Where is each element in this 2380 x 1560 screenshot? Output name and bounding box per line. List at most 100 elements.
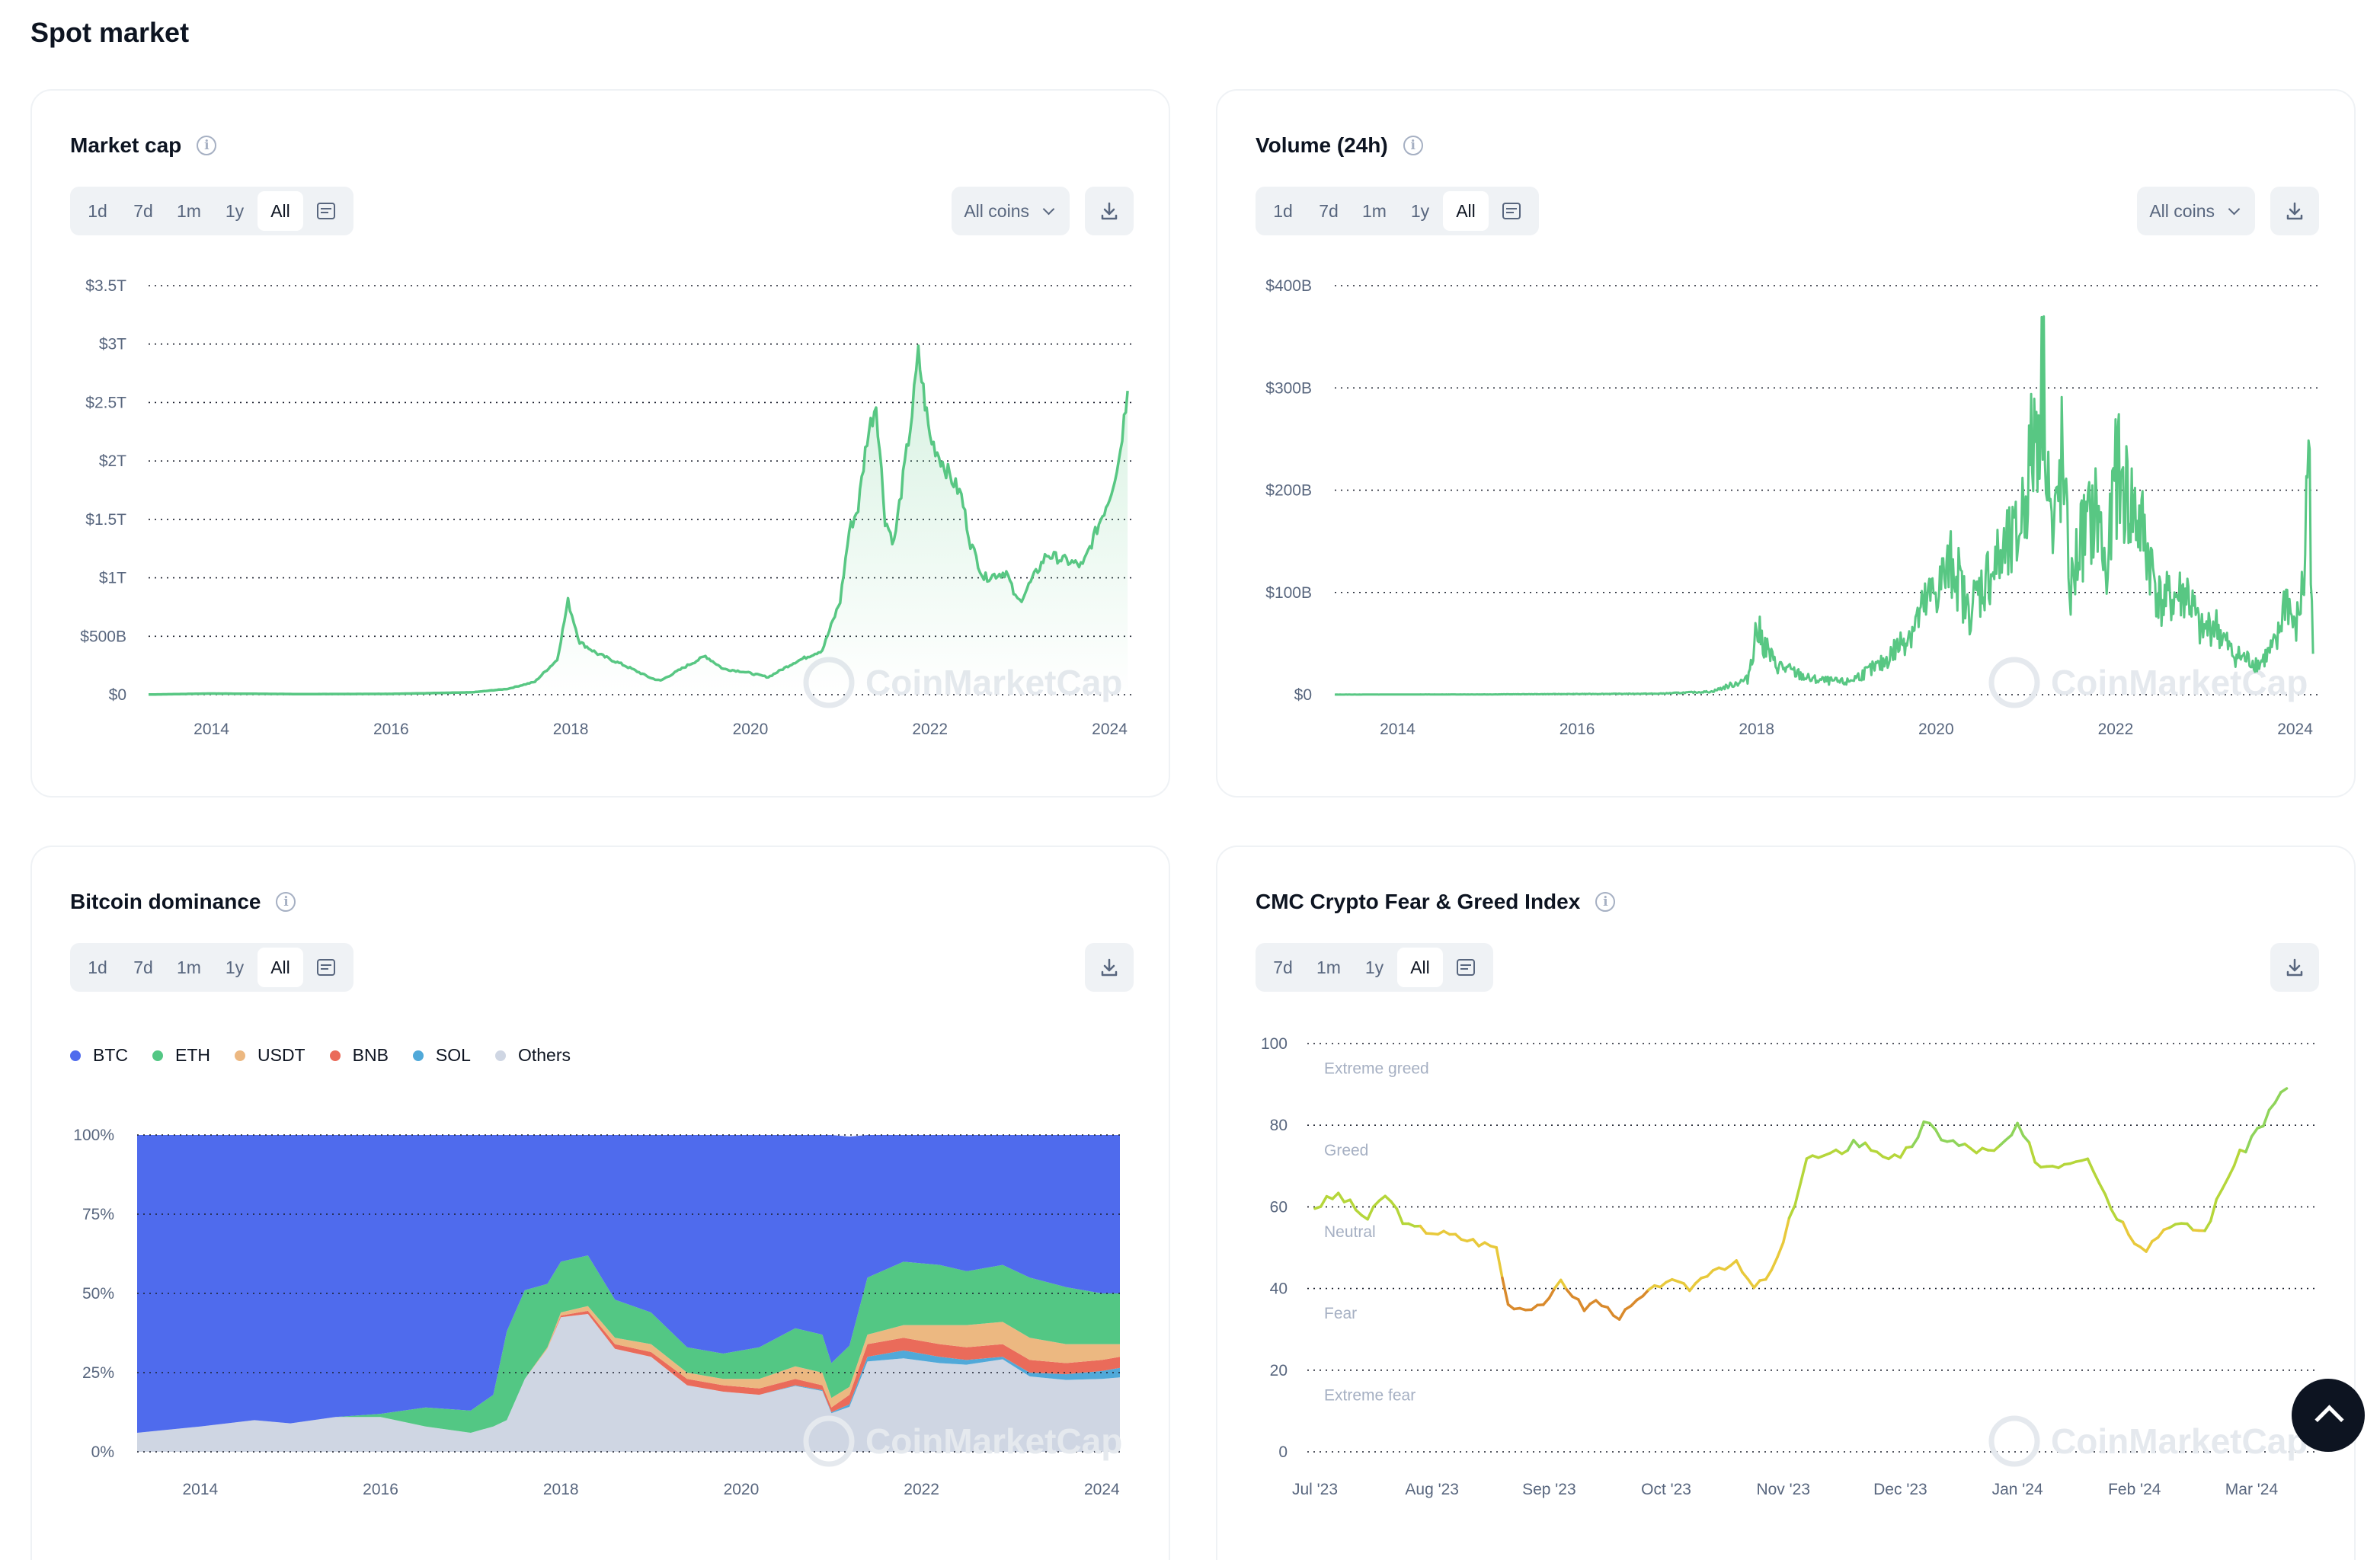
fear-greed-line-segment xyxy=(2121,1220,2130,1236)
fear-greed-y-tick: 80 xyxy=(1270,1117,1288,1134)
fear-greed-line-segment xyxy=(1752,1279,1761,1290)
range-1m-button[interactable]: 1m xyxy=(177,200,201,221)
legend-label: SOL xyxy=(435,1045,471,1065)
fear-greed-line-segment xyxy=(1606,1306,1615,1317)
calendar-icon xyxy=(1502,203,1521,219)
fear-greed-line-segment xyxy=(1319,1194,1329,1208)
scroll-to-top-button[interactable] xyxy=(2292,1379,2365,1452)
others-swatch xyxy=(494,1050,506,1061)
range-1m-button[interactable]: 1m xyxy=(1316,957,1341,977)
range-7d-button[interactable]: 7d xyxy=(1319,200,1339,221)
range-1d-button[interactable]: 1d xyxy=(88,957,107,977)
volume-x-tick: 2016 xyxy=(1559,721,1595,738)
fear-greed-line-segment xyxy=(1366,1205,1375,1221)
info-icon[interactable]: i xyxy=(1403,136,1423,155)
legend-item-btc[interactable]: BTC xyxy=(70,1045,128,1066)
watermark-logo xyxy=(1988,1415,2040,1467)
dominance-title: Bitcoin dominance i xyxy=(70,890,296,914)
range-7d-button[interactable]: 7d xyxy=(1273,957,1293,977)
range-7d-button[interactable]: 7d xyxy=(133,957,153,977)
coin-filter-dropdown[interactable]: All coins xyxy=(2137,187,2255,235)
fear-greed-line-segment xyxy=(1934,1128,1943,1142)
fear-greed-line-segment xyxy=(1595,1299,1604,1308)
fear-greed-line-segment xyxy=(2010,1121,2019,1136)
legend-item-sol[interactable]: SOL xyxy=(412,1045,471,1066)
download-button[interactable] xyxy=(1085,187,1134,235)
fear-greed-line-segment xyxy=(1764,1268,1774,1281)
range-7d-button[interactable]: 7d xyxy=(133,200,153,221)
fear-greed-line-segment xyxy=(2215,1188,2224,1201)
calendar-button[interactable] xyxy=(303,948,349,987)
fear-greed-line-segment xyxy=(2156,1228,2165,1239)
range-1d-button[interactable]: 1d xyxy=(1273,200,1293,221)
fear-greed-line-segment xyxy=(1863,1141,1873,1152)
download-button[interactable] xyxy=(1085,943,1134,992)
info-icon[interactable]: i xyxy=(276,892,296,912)
eth-swatch xyxy=(152,1050,163,1061)
dominance-y-tick: 0% xyxy=(91,1443,114,1461)
dominance-area-others xyxy=(137,1314,1120,1452)
range-1d-button[interactable]: 1d xyxy=(88,200,107,221)
fear-greed-line-segment xyxy=(2186,1222,2195,1232)
range-all-button[interactable]: All xyxy=(258,191,303,231)
range-1y-button[interactable]: 1y xyxy=(1410,200,1430,221)
fear-greed-line-segment xyxy=(1793,1180,1803,1207)
legend-item-usdt[interactable]: USDT xyxy=(235,1045,305,1066)
fear-greed-x-tick: Mar '24 xyxy=(2225,1481,2279,1498)
info-icon[interactable]: i xyxy=(1595,892,1616,912)
volume-x-tick: 2014 xyxy=(1380,721,1416,738)
volume-y-tick: $200B xyxy=(1265,482,1312,500)
fear-greed-line-segment xyxy=(2279,1087,2289,1094)
dominance-legend: BTC ETH USDT BNB SOL Others xyxy=(70,1045,571,1066)
fear-greed-line-segment xyxy=(1781,1216,1791,1244)
volume-y-tick: $0 xyxy=(1294,686,1312,704)
calendar-button[interactable] xyxy=(1443,948,1489,987)
fear-greed-line-segment xyxy=(1559,1278,1569,1291)
coin-filter-label: All coins xyxy=(964,200,1029,221)
range-1m-button[interactable]: 1m xyxy=(177,957,201,977)
calendar-icon xyxy=(1457,959,1475,976)
calendar-button[interactable] xyxy=(303,191,349,231)
market-cap-x-tick: 2020 xyxy=(733,721,769,738)
fear-greed-line-segment xyxy=(2221,1176,2230,1191)
range-all-button[interactable]: All xyxy=(1397,948,1443,987)
range-1y-button[interactable]: 1y xyxy=(225,200,245,221)
market-cap-title-text: Market cap xyxy=(70,133,182,157)
range-1m-button[interactable]: 1m xyxy=(1362,200,1387,221)
download-button[interactable] xyxy=(2270,943,2319,992)
range-all-button[interactable]: All xyxy=(1443,191,1489,231)
fear-greed-line-segment xyxy=(2262,1108,2271,1128)
dominance-area-btc xyxy=(137,1135,1120,1433)
range-1y-button[interactable]: 1y xyxy=(225,957,245,977)
info-icon[interactable]: i xyxy=(197,136,217,155)
dominance-x-tick: 2024 xyxy=(1084,1481,1120,1498)
legend-item-others[interactable]: Others xyxy=(494,1045,571,1066)
fear-greed-line-segment xyxy=(1471,1238,1480,1248)
legend-item-bnb[interactable]: BNB xyxy=(329,1045,389,1066)
fear-greed-x-tick: Dec '23 xyxy=(1873,1481,1927,1498)
watermark-text: CoinMarketCap xyxy=(2051,1421,2308,1461)
dominance-x-tick: 2014 xyxy=(182,1481,218,1498)
coin-filter-dropdown[interactable]: All coins xyxy=(952,187,1070,235)
market-cap-x-tick: 2014 xyxy=(194,721,229,738)
volume-line xyxy=(1334,315,2314,696)
fear-greed-line-segment xyxy=(1348,1198,1358,1212)
legend-label: ETH xyxy=(175,1045,210,1065)
calendar-button[interactable] xyxy=(1489,191,1534,231)
fear-greed-line-segment xyxy=(1852,1139,1861,1149)
watermark-logo xyxy=(803,1415,855,1467)
dominance-range-selector: 1d 7d 1m 1y All xyxy=(70,943,353,992)
fear-greed-line-segment xyxy=(1776,1241,1785,1259)
fear-greed-line-segment xyxy=(1746,1277,1756,1290)
range-1y-button[interactable]: 1y xyxy=(1364,957,1384,977)
range-all-button[interactable]: All xyxy=(258,948,303,987)
bnb-swatch xyxy=(329,1050,341,1061)
market-cap-x-tick: 2016 xyxy=(373,721,409,738)
fear-greed-x-tick: Feb '24 xyxy=(2108,1481,2161,1498)
download-icon xyxy=(2286,202,2303,220)
fear-greed-y-tick: 100 xyxy=(1261,1035,1288,1053)
market-cap-y-tick: $1T xyxy=(99,570,126,587)
legend-item-eth[interactable]: ETH xyxy=(152,1045,210,1066)
download-button[interactable] xyxy=(2270,187,2319,235)
fear-greed-line-segment xyxy=(1495,1245,1504,1280)
